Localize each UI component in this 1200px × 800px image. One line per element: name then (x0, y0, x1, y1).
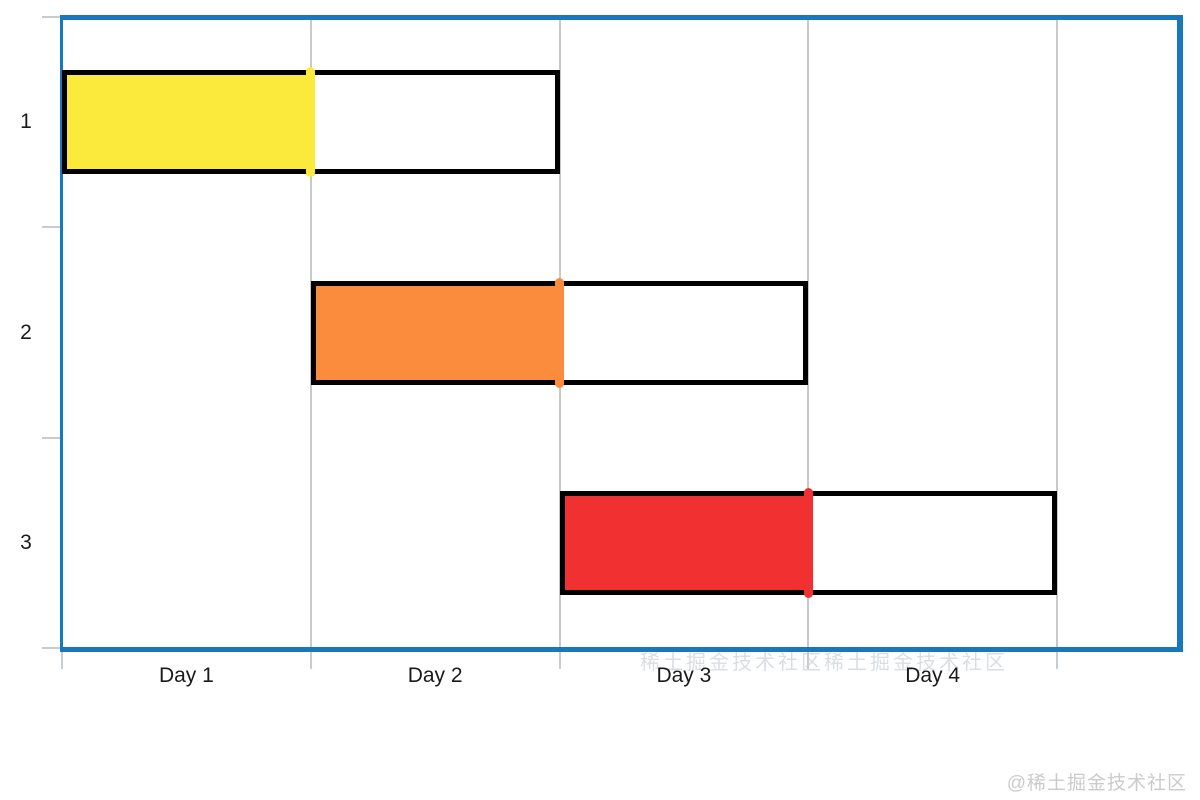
x-axis-tick-day-0 (61, 652, 63, 669)
bar-fill-task-3 (564, 495, 809, 590)
x-axis-tick-day-2 (558, 652, 561, 669)
y-axis-label-1: 1 (20, 110, 32, 134)
ghost-watermark: 稀土掘金技术社区稀土掘金技术社区 (640, 652, 1008, 672)
y-axis-tick-1 (42, 226, 61, 229)
juejin-watermark: @稀土掘金技术社区 (1006, 773, 1187, 794)
gridline-day-4 (1056, 20, 1058, 647)
bar-fill-task-1 (67, 75, 311, 170)
y-axis-tick-2 (42, 436, 61, 439)
x-axis-label-day-3: Day 3 (656, 664, 712, 687)
x-axis-tick-day-3 (807, 652, 810, 669)
x-axis-tick-day-4 (1056, 652, 1058, 669)
x-axis-label-day-2: Day 2 (407, 664, 463, 687)
y-axis-label-2: 2 (20, 320, 32, 344)
gridline-day-3 (807, 20, 810, 647)
y-axis-label-3: 3 (20, 530, 32, 554)
x-axis-tick-day-1 (309, 652, 312, 669)
bar-fill-cap-task-1 (306, 67, 316, 178)
y-axis-tick-3 (42, 647, 61, 649)
x-axis-label-day-1: Day 1 (158, 664, 214, 687)
bar-fill-cap-task-2 (555, 277, 564, 388)
x-axis-label-day-4: Day 4 (905, 664, 961, 687)
bar-task-1 (62, 70, 560, 175)
bar-fill-cap-task-3 (803, 487, 813, 598)
y-axis-tick-0 (42, 16, 61, 18)
bar-fill-task-2 (315, 285, 560, 380)
